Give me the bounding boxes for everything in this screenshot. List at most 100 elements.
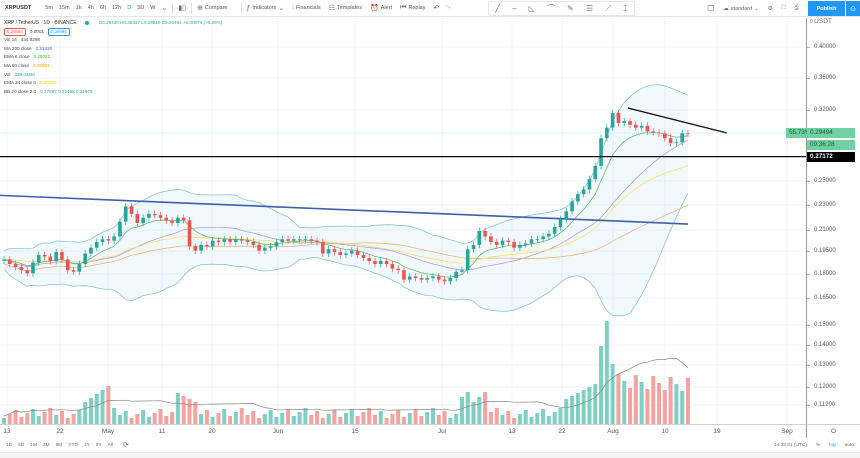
- indicator-list: Vol 14 434.8298 MA 200 close 0.21420 EMA 8 c…: [4, 36, 222, 96]
- tf-12h[interactable]: 12h: [112, 5, 122, 11]
- volume-bar: [251, 411, 256, 424]
- volume-bar: [88, 398, 93, 424]
- ohlc-values: O0.29420 H0.30347 L0.28910 C0.29494 +0.0…: [98, 20, 223, 25]
- tf-1h[interactable]: 1h: [75, 5, 82, 11]
- chevron-down-icon[interactable]: ⌄: [161, 5, 168, 12]
- series-title[interactable]: XRP / TetherUS · 1D · BINANCE: [4, 20, 77, 26]
- volume-bar: [465, 392, 470, 424]
- volume-bar: [639, 382, 644, 424]
- volume-bar: [512, 418, 517, 424]
- tf-1w[interactable]: W: [150, 5, 156, 11]
- price-chart[interactable]: [0, 18, 806, 438]
- curve-tool-icon[interactable]: ⌒: [546, 4, 555, 13]
- volume-bar: [622, 381, 627, 424]
- alert-button[interactable]: ⏰ Alert: [370, 4, 392, 12]
- layout-select[interactable]: ☁ standard ⌄: [723, 6, 759, 12]
- sell-price-button[interactable]: 0.29493: [4, 27, 26, 36]
- tf-6h[interactable]: 6h: [99, 5, 106, 11]
- redo-icon[interactable]: ↷: [445, 5, 452, 12]
- buy-price-button[interactable]: 0.29494: [47, 27, 70, 36]
- volume-bar: [645, 389, 650, 424]
- goto-date-icon[interactable]: ⟳: [123, 442, 129, 449]
- brush-icon[interactable]: ✎: [567, 4, 574, 13]
- candle-body: [436, 276, 441, 280]
- candle-body: [152, 213, 157, 216]
- indicator-row[interactable]: EMA 34 close 0 0.25026: [4, 79, 222, 88]
- candle-body: [205, 244, 209, 247]
- range-3m[interactable]: 3M: [42, 442, 50, 448]
- indicator-row[interactable]: BB 20 close 2.0 0.27697 0.32458 0.21975: [4, 88, 222, 97]
- tf-4h[interactable]: 4h: [87, 5, 94, 11]
- undo-icon[interactable]: ↶: [433, 5, 440, 12]
- chart-pane[interactable]: [0, 18, 806, 438]
- candle-body: [593, 165, 598, 180]
- fib-retracement-icon[interactable]: ☰: [586, 4, 594, 13]
- pattern-tool-icon[interactable]: ⟋: [605, 3, 611, 13]
- range-1y[interactable]: 1Y: [83, 442, 90, 448]
- range-6m[interactable]: 6M: [55, 442, 63, 448]
- candle-body: [118, 221, 122, 237]
- tf-3d[interactable]: 3D: [137, 5, 145, 11]
- range-all[interactable]: All: [107, 442, 113, 448]
- percent-toggle[interactable]: %: [815, 442, 821, 448]
- tf-5m[interactable]: 5m: [45, 5, 53, 11]
- divider: [191, 2, 192, 14]
- axis-corner[interactable]: O: [806, 424, 860, 438]
- range-ytd[interactable]: YTD: [68, 442, 78, 448]
- tf-1d[interactable]: D: [127, 5, 132, 11]
- candle-body: [170, 220, 174, 223]
- candle-body: [419, 278, 424, 280]
- volume-bar: [523, 410, 528, 424]
- utc-clock[interactable]: 14:23:31 (UTC): [773, 442, 807, 448]
- candle-body: [518, 244, 522, 248]
- publish-button[interactable]: Publish: [808, 1, 845, 16]
- trend-line-icon[interactable]: ╱: [495, 4, 500, 13]
- symbol-search[interactable]: XRPUSDT: [5, 5, 32, 11]
- range-5d[interactable]: 5D: [18, 442, 25, 448]
- range-1m[interactable]: 1M: [30, 442, 37, 448]
- candle-body: [71, 270, 76, 272]
- settings-gear-icon[interactable]: ⚙: [767, 5, 773, 12]
- indicator-row[interactable]: Vol 339.035M: [4, 71, 222, 80]
- financials-button[interactable]: ⫶ Financials: [292, 4, 321, 12]
- candle-style-icon[interactable]: ▮▯: [178, 5, 186, 12]
- publish-options-icon[interactable]: ⊙: [846, 1, 860, 16]
- price-tick: 0.40000: [807, 44, 836, 50]
- indicator-row[interactable]: Vol 14 434.8298: [4, 36, 222, 45]
- candle-body: [680, 133, 685, 143]
- volume-bar: [361, 412, 366, 424]
- replay-button[interactable]: ⏮ Replay: [400, 4, 425, 12]
- candle-body: [616, 112, 621, 123]
- log-toggle[interactable]: log: [829, 442, 836, 448]
- range-5y[interactable]: 5Y: [95, 442, 102, 448]
- current-price-tag: 0.29494: [807, 128, 855, 138]
- camera-icon[interactable]: ⎙: [794, 5, 799, 11]
- auto-toggle[interactable]: auto: [844, 442, 854, 448]
- measure-icon[interactable]: ⌶: [623, 3, 628, 13]
- time-axis[interactable]: 13 22 May 11 20 Jun 15 Jul 13 22 Aug 10 19 Sep: [0, 424, 806, 438]
- horizontal-line-icon[interactable]: –: [512, 4, 517, 13]
- volume-bar: [59, 411, 64, 424]
- tf-15m[interactable]: 15m: [58, 5, 70, 11]
- volume-bar: [239, 408, 244, 424]
- indicator-row[interactable]: EMA 8 close 0.29022: [4, 53, 222, 62]
- price-axis[interactable]: 0.40000 0.36000 0.32000 0.25000 0.23000 0.210…: [806, 18, 860, 438]
- fullscreen-icon[interactable]: ⛶: [781, 5, 786, 11]
- triangle-tool-icon[interactable]: ◺: [528, 4, 535, 13]
- indicators-button[interactable]: ƒ Indicators ⌄: [247, 4, 285, 13]
- indicator-row[interactable]: MA 50 close 0.22801: [4, 62, 222, 71]
- candle-body: [425, 278, 429, 280]
- volume-bar: [680, 391, 685, 424]
- replay-icon: ⏮: [400, 4, 407, 11]
- range-1d[interactable]: 1D: [6, 442, 13, 448]
- time-tick: Aug: [607, 428, 619, 435]
- templates-button[interactable]: ☷ Templates: [329, 4, 362, 12]
- indicator-row[interactable]: MA 200 close 0.21420: [4, 45, 222, 54]
- candle-body: [378, 260, 383, 265]
- checkbox-icon[interactable]: ☐: [707, 4, 715, 13]
- volume-bar: [401, 417, 406, 424]
- volume-bar: [257, 418, 262, 424]
- compare-button[interactable]: ⊕ Compare: [197, 4, 228, 12]
- price-tick: 0.36000: [807, 75, 836, 81]
- volume-bar: [581, 390, 586, 424]
